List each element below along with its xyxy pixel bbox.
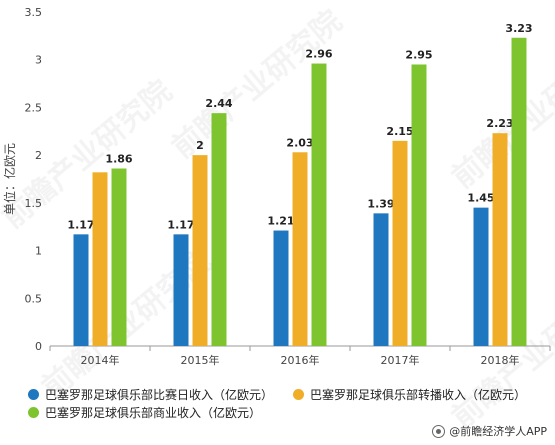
bar <box>492 133 508 346</box>
data-label: 1.17 <box>167 218 194 231</box>
data-label: 1.45 <box>467 192 494 205</box>
x-tick-label: 2017年 <box>381 353 420 367</box>
data-label: 2 <box>196 139 204 152</box>
bar <box>192 155 208 346</box>
y-axis-label: 单位：亿欧元 <box>2 143 17 215</box>
bar <box>211 113 227 346</box>
legend: 巴塞罗那足球俱乐部比赛日收入（亿欧元） 巴塞罗那足球俱乐部转播收入（亿欧元） 巴… <box>0 378 555 421</box>
legend-item-broadcast: 巴塞罗那足球俱乐部转播收入（亿欧元） <box>293 386 526 403</box>
bar-chart: 单位：亿欧元 0 0.5 1 1.5 2 2.5 3 3.5 2014年 1.17 1.86 2015年… <box>2 6 551 367</box>
data-label: 1.39 <box>367 197 394 210</box>
y-tick-label: 1 <box>35 245 42 258</box>
data-label: 3.23 <box>505 22 532 35</box>
legend-item-matchday: 巴塞罗那足球俱乐部比赛日收入（亿欧元） <box>28 386 273 403</box>
y-tick-label: 1.5 <box>25 197 43 210</box>
data-label: 2.95 <box>405 48 432 61</box>
bar <box>173 234 189 346</box>
y-tick-label: 0.5 <box>25 292 43 305</box>
bar <box>292 152 308 346</box>
bar <box>273 230 289 346</box>
legend-dot-icon <box>293 389 304 400</box>
data-label: 2.23 <box>486 117 513 130</box>
bar <box>411 64 427 346</box>
x-tick-label: 2016年 <box>281 353 320 367</box>
legend-dot-icon <box>28 389 39 400</box>
x-tick-label: 2018年 <box>481 353 520 367</box>
data-label: 1.21 <box>267 215 294 228</box>
bar <box>73 234 89 346</box>
legend-label: 巴塞罗那足球俱乐部商业收入（亿欧元） <box>45 406 262 420</box>
credit: @前瞻经济学人APP <box>432 423 547 439</box>
data-label: 2.03 <box>286 136 313 149</box>
app-logo-icon <box>432 424 446 438</box>
data-label: 1.86 <box>105 153 132 166</box>
bar <box>473 207 489 346</box>
y-tick-label: 3 <box>35 54 42 67</box>
data-label: 1.17 <box>67 218 94 231</box>
x-tick-label: 2015年 <box>181 353 220 367</box>
bar <box>511 37 527 346</box>
y-tick-label: 2 <box>35 149 42 162</box>
data-label: 2.15 <box>386 125 413 138</box>
credit-text: @前瞻经济学人APP <box>449 425 547 438</box>
data-label: 2.44 <box>205 97 232 110</box>
bar <box>311 63 327 346</box>
x-tick-label: 2014年 <box>81 353 120 367</box>
legend-item-commercial: 巴塞罗那足球俱乐部商业收入（亿欧元） <box>28 404 261 421</box>
legend-label: 巴塞罗那足球俱乐部比赛日收入（亿欧元） <box>45 388 274 402</box>
legend-label: 巴塞罗那足球俱乐部转播收入（亿欧元） <box>310 388 527 402</box>
y-tick-label: 0 <box>35 340 42 353</box>
bar <box>373 213 389 346</box>
bar <box>92 172 108 346</box>
y-tick-label: 3.5 <box>25 6 43 19</box>
bar <box>392 140 408 346</box>
data-label: 2.96 <box>305 48 332 61</box>
y-tick-label: 2.5 <box>25 101 43 114</box>
bar <box>111 168 127 346</box>
legend-dot-icon <box>28 407 39 418</box>
